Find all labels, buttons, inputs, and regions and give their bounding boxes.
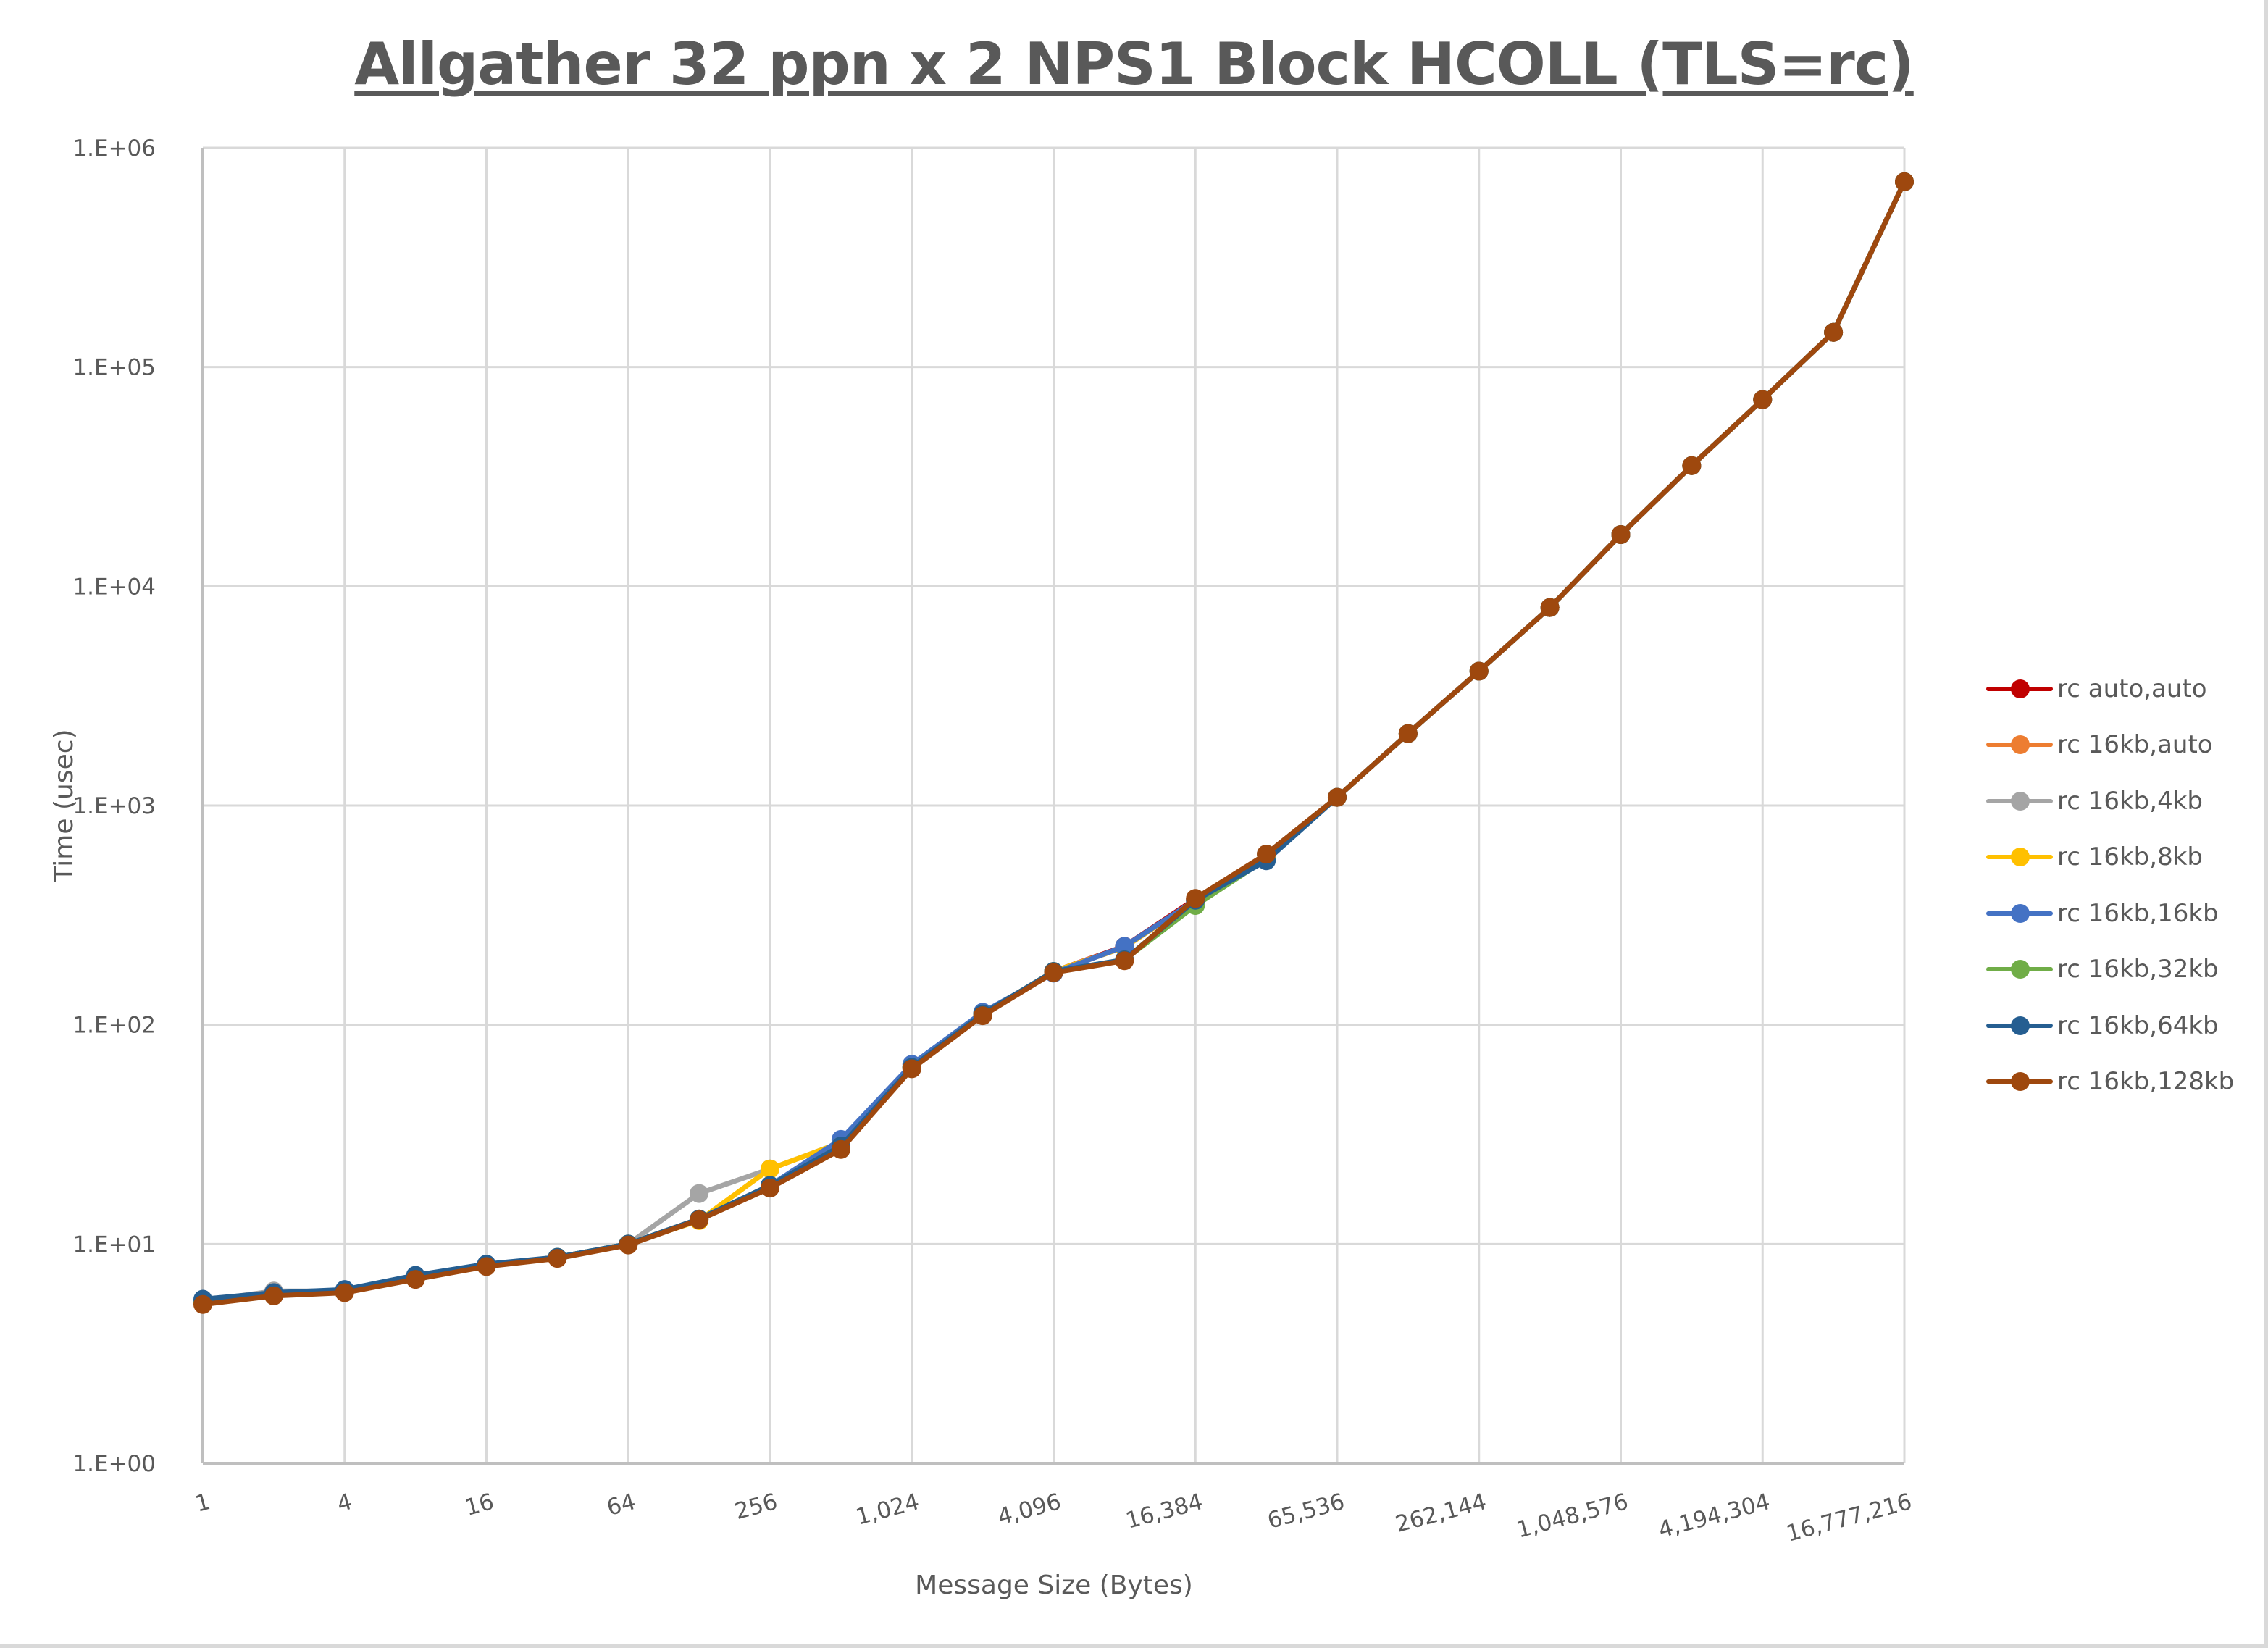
legend-marker-icon <box>1985 790 2054 812</box>
data-point <box>761 1179 779 1198</box>
legend-label: rc 16kb,4kb <box>2057 786 2203 816</box>
data-point <box>1611 525 1631 545</box>
x-tick-label: 256 <box>732 1489 780 1525</box>
data-point <box>1398 724 1418 743</box>
legend-item: rc 16kb,auto <box>1985 717 2234 774</box>
x-tick-label: 16,384 <box>1123 1489 1205 1534</box>
data-point <box>1469 661 1489 681</box>
data-point <box>619 1235 638 1255</box>
chart-title: Allgather 32 ppn x 2 NPS1 Block HCOLL (T… <box>354 30 1914 98</box>
series-rc-16kb-128kb <box>193 172 1914 1314</box>
x-tick-label: 65,536 <box>1265 1489 1347 1534</box>
y-axis-title: Time (usec) <box>49 729 79 882</box>
gridlines <box>201 146 1906 1465</box>
x-tick-label: 4,194,304 <box>1656 1489 1773 1544</box>
legend-marker-icon <box>1985 1071 2054 1092</box>
legend-label: rc 16kb,auto <box>2057 730 2213 760</box>
data-point <box>902 1059 921 1079</box>
x-tick-label: 1,048,576 <box>1514 1489 1631 1544</box>
data-point <box>1044 963 1063 982</box>
x-tick-label: 16,777,216 <box>1783 1489 1915 1547</box>
legend-marker-icon <box>1985 1015 2054 1037</box>
data-point <box>193 1294 212 1314</box>
x-tick-label: 1 <box>193 1489 213 1518</box>
legend-item: rc 16kb,16kb <box>1985 885 2234 942</box>
data-point <box>477 1257 496 1276</box>
y-tick-label: 1.E+06 <box>72 135 156 162</box>
legend-marker-icon <box>1985 903 2054 924</box>
legend: rc auto,auto rc 16kb,auto rc 16kb,4kb rc 16… <box>1985 661 2234 1110</box>
legend-label: rc 16kb,64kb <box>2057 1011 2219 1040</box>
data-point <box>1895 172 1914 191</box>
data-point <box>335 1283 354 1302</box>
data-point <box>1186 889 1205 908</box>
legend-label: rc auto,auto <box>2057 674 2207 703</box>
legend-marker-icon <box>1985 734 2054 756</box>
data-point <box>690 1210 709 1229</box>
y-tick-label: 1.E+01 <box>72 1231 156 1258</box>
data-point <box>1257 845 1276 864</box>
x-axis-ticks: 1 4 16 64 256 1,024 4,096 16,384 65,536 262,144 1,… <box>193 1489 1915 1547</box>
y-tick-label: 1.E+02 <box>72 1013 156 1039</box>
legend-item: rc auto,auto <box>1985 661 2234 717</box>
legend-item: rc 16kb,128kb <box>1985 1054 2234 1110</box>
data-point <box>831 1139 850 1159</box>
data-point <box>1824 322 1844 342</box>
data-point <box>690 1184 709 1203</box>
legend-label: rc 16kb,16kb <box>2057 898 2219 928</box>
x-tick-label: 16 <box>462 1489 496 1521</box>
data-point <box>406 1270 425 1289</box>
x-axis-title: Message Size (Bytes) <box>915 1570 1193 1600</box>
legend-item: rc 16kb,64kb <box>1985 997 2234 1054</box>
data-point <box>1753 390 1773 409</box>
legend-label: rc 16kb,128kb <box>2057 1067 2235 1097</box>
legend-item: rc 16kb,32kb <box>1985 942 2234 998</box>
legend-marker-icon <box>1985 958 2054 980</box>
data-point <box>1115 937 1134 956</box>
legend-label: rc 16kb,8kb <box>2057 842 2203 872</box>
legend-marker-icon <box>1985 846 2054 868</box>
data-point <box>761 1159 779 1179</box>
x-tick-label: 64 <box>604 1489 638 1521</box>
data-point <box>1682 456 1702 475</box>
x-tick-label: 4,096 <box>995 1489 1064 1531</box>
data-point <box>548 1249 567 1268</box>
data-point <box>1115 951 1134 971</box>
data-series <box>193 172 1914 1314</box>
data-point <box>1540 598 1560 617</box>
y-tick-label: 1.E+00 <box>72 1451 156 1477</box>
data-point <box>264 1286 283 1305</box>
legend-item: rc 16kb,8kb <box>1985 829 2234 886</box>
x-tick-label: 262,144 <box>1393 1489 1489 1538</box>
legend-marker-icon <box>1985 678 2054 700</box>
y-tick-label: 1.E+04 <box>72 574 156 600</box>
x-tick-label: 4 <box>334 1489 354 1518</box>
legend-item: rc 16kb,4kb <box>1985 773 2234 829</box>
legend-label: rc 16kb,32kb <box>2057 955 2219 984</box>
data-point <box>1328 787 1347 807</box>
y-axis-ticks: 1.E+00 1.E+01 1.E+02 1.E+03 1.E+04 1.E+05 1.E+… <box>72 135 156 1477</box>
data-point <box>973 1006 992 1026</box>
x-tick-label: 1,024 <box>853 1489 922 1531</box>
y-tick-label: 1.E+03 <box>72 793 156 819</box>
y-tick-label: 1.E+05 <box>72 355 156 381</box>
